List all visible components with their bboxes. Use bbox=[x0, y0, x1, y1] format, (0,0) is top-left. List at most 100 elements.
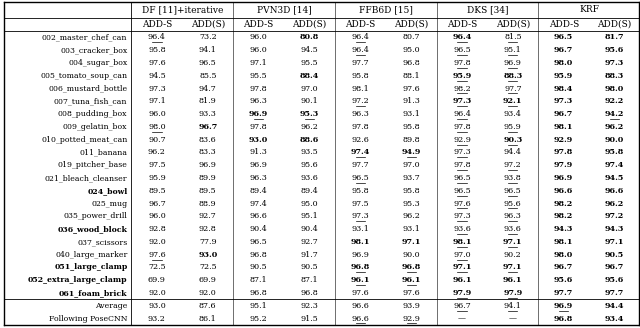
Text: 97.1: 97.1 bbox=[605, 238, 625, 246]
Text: 98.0: 98.0 bbox=[148, 123, 166, 131]
Text: 88.3: 88.3 bbox=[503, 72, 522, 80]
Text: 96.3: 96.3 bbox=[351, 110, 369, 118]
Text: 95.8: 95.8 bbox=[403, 187, 420, 195]
Text: Following PoseCNN: Following PoseCNN bbox=[49, 315, 127, 323]
Text: 81.7: 81.7 bbox=[605, 33, 625, 41]
Text: 80.7: 80.7 bbox=[403, 33, 420, 41]
Text: 97.6: 97.6 bbox=[351, 289, 369, 297]
Text: 88.3: 88.3 bbox=[605, 72, 624, 80]
Text: 94.7: 94.7 bbox=[199, 85, 216, 92]
Text: 96.4: 96.4 bbox=[452, 33, 472, 41]
Text: 96.7: 96.7 bbox=[453, 302, 471, 310]
Text: 97.2: 97.2 bbox=[605, 212, 624, 220]
Text: 97.3: 97.3 bbox=[453, 149, 471, 156]
Text: 92.2: 92.2 bbox=[605, 97, 624, 105]
Text: 86.1: 86.1 bbox=[199, 315, 216, 323]
Text: 96.5: 96.5 bbox=[504, 187, 522, 195]
Text: 96.4: 96.4 bbox=[351, 33, 369, 41]
Text: 97.6: 97.6 bbox=[148, 251, 166, 259]
Text: 98.2: 98.2 bbox=[554, 199, 573, 208]
Text: 95.9: 95.9 bbox=[452, 72, 472, 80]
Text: 95.0: 95.0 bbox=[301, 199, 318, 208]
Text: 89.5: 89.5 bbox=[148, 187, 166, 195]
Text: 95.6: 95.6 bbox=[605, 46, 624, 54]
Text: 92.9: 92.9 bbox=[554, 136, 573, 144]
Text: 90.5: 90.5 bbox=[250, 263, 268, 272]
Text: 040_large_marker: 040_large_marker bbox=[55, 251, 127, 259]
Text: 88.6: 88.6 bbox=[300, 136, 319, 144]
Text: 95.9: 95.9 bbox=[148, 174, 166, 182]
Text: 93.7: 93.7 bbox=[403, 174, 420, 182]
Text: 94.2: 94.2 bbox=[605, 110, 624, 118]
Text: ADD-S: ADD-S bbox=[243, 20, 274, 29]
Text: 96.7: 96.7 bbox=[554, 46, 573, 54]
Text: 96.8: 96.8 bbox=[403, 59, 420, 67]
Text: 97.7: 97.7 bbox=[504, 85, 522, 92]
Text: 83.3: 83.3 bbox=[199, 149, 216, 156]
Text: 96.1: 96.1 bbox=[401, 276, 421, 284]
Text: DKS [34]: DKS [34] bbox=[467, 5, 508, 14]
Text: 81.5: 81.5 bbox=[504, 33, 522, 41]
Text: 80.8: 80.8 bbox=[300, 33, 319, 41]
Text: 98.0: 98.0 bbox=[554, 59, 573, 67]
Text: 98.1: 98.1 bbox=[351, 85, 369, 92]
Text: —: — bbox=[458, 315, 466, 323]
Text: 98.1: 98.1 bbox=[351, 238, 370, 246]
Text: 96.2: 96.2 bbox=[402, 212, 420, 220]
Text: 96.7: 96.7 bbox=[554, 110, 573, 118]
Text: 93.6: 93.6 bbox=[453, 225, 471, 233]
Text: 94.5: 94.5 bbox=[301, 46, 318, 54]
Text: 87.6: 87.6 bbox=[199, 302, 216, 310]
Text: DF [11]+iterative: DF [11]+iterative bbox=[141, 5, 223, 14]
Text: 95.1: 95.1 bbox=[301, 212, 318, 220]
Text: 73.2: 73.2 bbox=[199, 33, 216, 41]
Text: 96.5: 96.5 bbox=[453, 174, 471, 182]
Text: 95.8: 95.8 bbox=[148, 46, 166, 54]
Text: 96.1: 96.1 bbox=[351, 276, 370, 284]
Text: 97.0: 97.0 bbox=[403, 161, 420, 169]
Text: 96.8: 96.8 bbox=[250, 289, 268, 297]
Text: 96.8: 96.8 bbox=[250, 251, 268, 259]
Text: 96.2: 96.2 bbox=[148, 149, 166, 156]
Text: 97.8: 97.8 bbox=[453, 59, 471, 67]
Text: 97.0: 97.0 bbox=[301, 85, 318, 92]
Text: ADD-S: ADD-S bbox=[345, 20, 376, 29]
Text: 94.3: 94.3 bbox=[554, 225, 573, 233]
Text: 94.4: 94.4 bbox=[605, 302, 625, 310]
Text: 95.3: 95.3 bbox=[300, 110, 319, 118]
Text: 95.0: 95.0 bbox=[403, 46, 420, 54]
Text: 97.1: 97.1 bbox=[503, 238, 523, 246]
Text: 97.1: 97.1 bbox=[503, 263, 523, 272]
Text: 98.2: 98.2 bbox=[453, 85, 471, 92]
Text: 95.1: 95.1 bbox=[250, 302, 268, 310]
Text: 93.3: 93.3 bbox=[199, 110, 217, 118]
Text: 87.1: 87.1 bbox=[301, 276, 318, 284]
Text: 92.0: 92.0 bbox=[148, 238, 166, 246]
Text: 98.2: 98.2 bbox=[554, 212, 573, 220]
Text: 96.5: 96.5 bbox=[453, 187, 471, 195]
Text: 96.0: 96.0 bbox=[148, 110, 166, 118]
Text: 019_pitcher_base: 019_pitcher_base bbox=[58, 161, 127, 169]
Text: 97.9: 97.9 bbox=[452, 289, 472, 297]
Text: 90.0: 90.0 bbox=[605, 136, 624, 144]
Text: 97.1: 97.1 bbox=[452, 263, 472, 272]
Text: ADD(S): ADD(S) bbox=[292, 20, 326, 29]
Text: 96.9: 96.9 bbox=[351, 251, 369, 259]
Text: 97.6: 97.6 bbox=[403, 85, 420, 92]
Text: 97.7: 97.7 bbox=[554, 289, 573, 297]
Text: 92.7: 92.7 bbox=[301, 238, 318, 246]
Text: Average: Average bbox=[95, 302, 127, 310]
Text: 97.4: 97.4 bbox=[351, 149, 370, 156]
Text: 88.9: 88.9 bbox=[199, 199, 216, 208]
Text: 93.4: 93.4 bbox=[605, 315, 624, 323]
Text: 94.1: 94.1 bbox=[199, 46, 217, 54]
Text: 90.4: 90.4 bbox=[250, 225, 268, 233]
Text: 93.0: 93.0 bbox=[148, 302, 166, 310]
Text: 90.3: 90.3 bbox=[503, 136, 522, 144]
Text: 97.4: 97.4 bbox=[605, 161, 624, 169]
Text: 96.7: 96.7 bbox=[605, 263, 624, 272]
Text: 036_wood_block: 036_wood_block bbox=[58, 225, 127, 233]
Text: 92.0: 92.0 bbox=[148, 289, 166, 297]
Text: 95.6: 95.6 bbox=[301, 161, 318, 169]
Text: 96.0: 96.0 bbox=[250, 33, 268, 41]
